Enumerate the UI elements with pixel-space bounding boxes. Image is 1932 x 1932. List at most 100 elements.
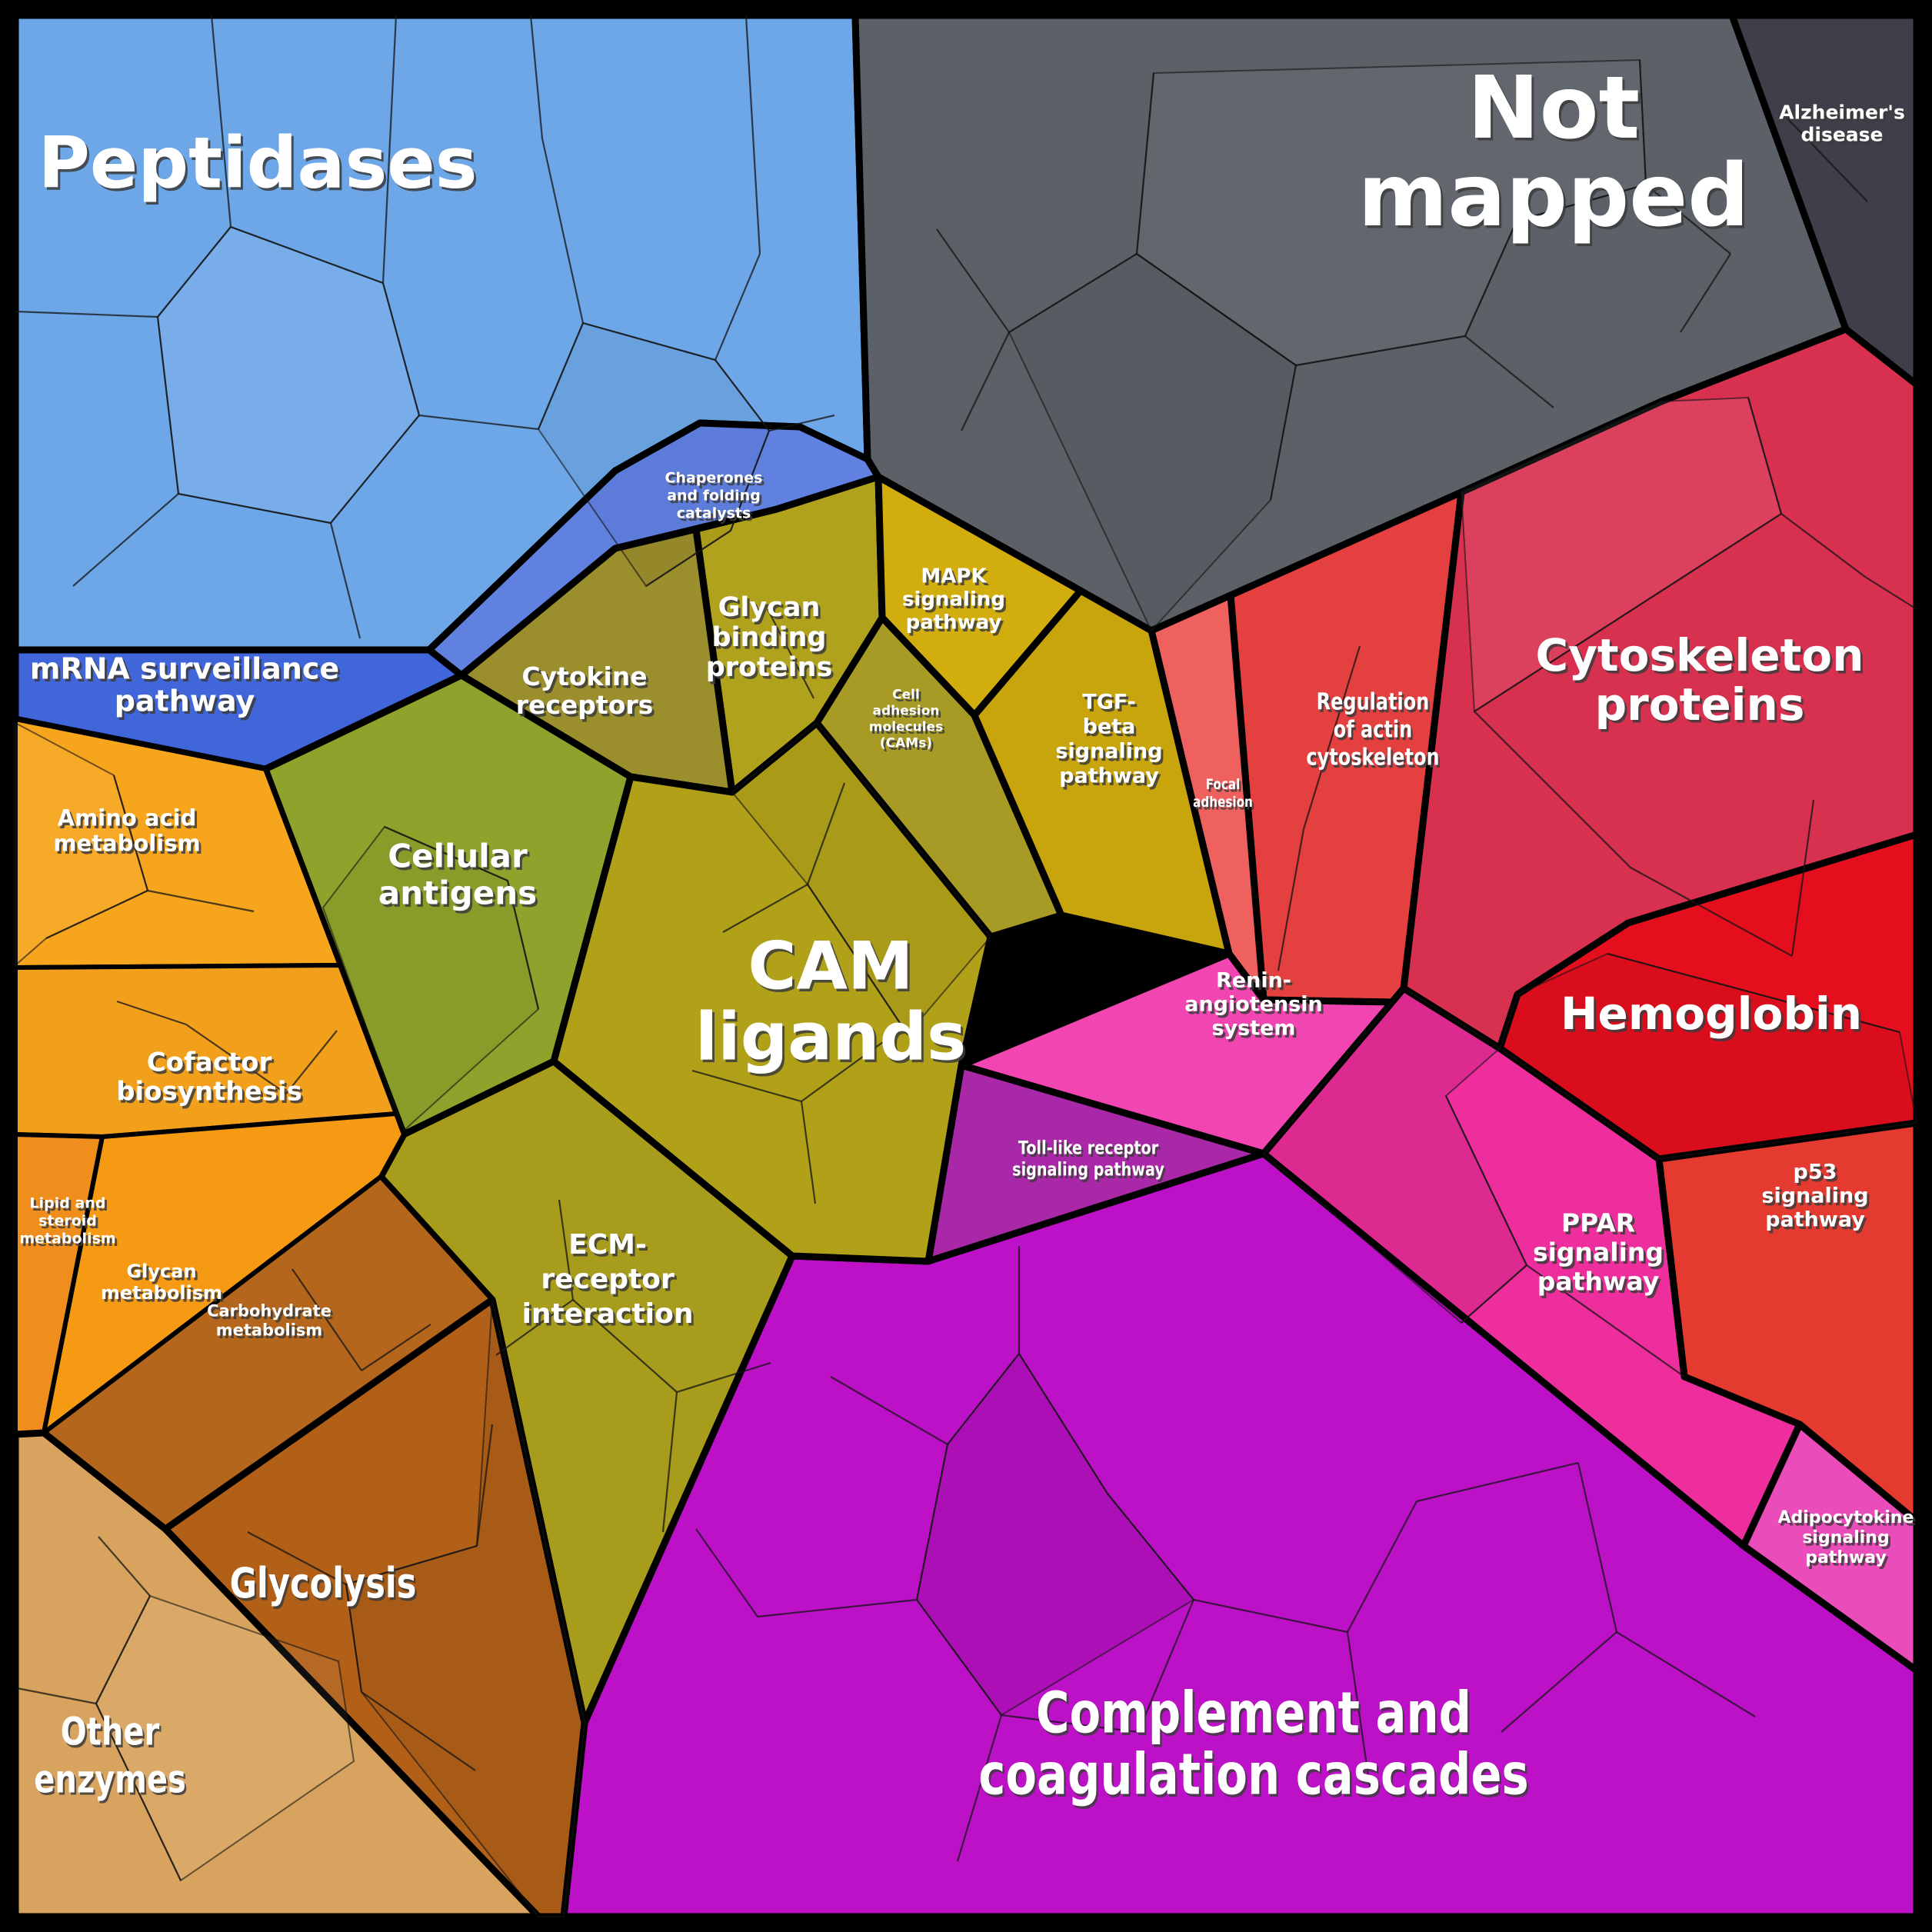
cell-edge-glycolysis bbox=[475, 1424, 494, 1547]
label-shadow-cams-2: molecules bbox=[871, 722, 945, 738]
label-shadow-cellular-antigens-0: Cellular bbox=[390, 840, 530, 878]
label-shadow-cytoskeleton-proteins-1: proteins bbox=[1597, 681, 1807, 734]
label-renin-angiotensin: Renin-Renin-angiotensinangiotensinsystem… bbox=[1184, 969, 1325, 1044]
region-glycan-metabolism[interactable] bbox=[42, 1111, 406, 1435]
cell-edge-complement-coagulation bbox=[1416, 1461, 1579, 1503]
cell-shade-cam-ligands bbox=[731, 721, 992, 1036]
region-other-enzymes[interactable] bbox=[12, 1429, 542, 1920]
label-shadow-glycan-metabolism-0: Glycan bbox=[128, 1264, 198, 1285]
label-text-cam-ligands-0: CAM bbox=[748, 928, 913, 1004]
label-shadow-cam-ligands-1: ligands bbox=[698, 1001, 969, 1078]
label-text-toll-like-1: signaling pathway bbox=[1012, 1160, 1164, 1181]
label-shadow-cams-3: (CAMs) bbox=[882, 738, 934, 754]
cell-edge-complement-coagulation bbox=[1577, 1462, 1618, 1633]
cell-edge-cofactor-biosynthesis bbox=[285, 1030, 338, 1094]
label-text-complement-coagulation-0: Complement and bbox=[1036, 1680, 1471, 1746]
cell-edge-peptidases bbox=[230, 225, 384, 285]
cell-edge-peptidases bbox=[418, 414, 539, 431]
label-text-renin-angiotensin-2: system bbox=[1211, 1017, 1295, 1041]
cell-edge-complement-coagulation bbox=[1616, 1631, 1756, 1717]
cell-edge-complement-coagulation bbox=[757, 1598, 918, 1618]
label-shadow-toll-like-0: Toll-like receptor bbox=[1020, 1141, 1161, 1162]
label-text-adipocytokine-2: pathway bbox=[1805, 1548, 1887, 1567]
label-text-cofactor-biosynthesis-0: Cofactor bbox=[147, 1048, 272, 1078]
label-text-ecm-receptor-1: receptor bbox=[541, 1264, 675, 1295]
label-text-ppar-signaling-0: PPAR bbox=[1561, 1208, 1635, 1238]
cell-edge-not-mapped bbox=[1464, 220, 1518, 337]
label-shadow-tgf-beta-1: beta bbox=[1085, 718, 1138, 741]
label-shadow-ppar-signaling-2: pathway bbox=[1540, 1269, 1661, 1299]
label-text-ppar-signaling-2: pathway bbox=[1537, 1267, 1659, 1297]
label-shadow-ecm-receptor-0: ECM- bbox=[571, 1232, 649, 1264]
label-text-chaperones-0: Chaperones bbox=[665, 470, 763, 487]
cell-edge-peptidases bbox=[330, 415, 420, 524]
cell-edge-ppar-signaling bbox=[1445, 1095, 1527, 1266]
label-cams: CellCelladhesionadhesionmoleculesmolecul… bbox=[869, 688, 945, 754]
label-shadow-renin-angiotensin-0: Renin- bbox=[1218, 971, 1294, 995]
label-text-regulation-actin-2: cytoskeleton bbox=[1306, 744, 1439, 771]
cell-edge-other-enzymes bbox=[95, 1703, 182, 1881]
cell-edge-not-mapped bbox=[1295, 335, 1466, 367]
cell-edge-cellular-antigens bbox=[506, 880, 540, 1010]
label-shadow-ecm-receptor-1: receptor bbox=[543, 1267, 677, 1298]
cell-edge-cytoskeleton-proteins bbox=[1864, 576, 1917, 610]
label-shadow-cam-ligands-0: CAM bbox=[750, 931, 915, 1008]
cell-edge-complement-coagulation bbox=[1193, 1598, 1348, 1634]
label-text-focal-adhesion-1: adhesion bbox=[1193, 794, 1253, 811]
cell-edge-cam-ligands bbox=[806, 782, 846, 885]
cell-edge-other-enzymes bbox=[95, 1595, 151, 1704]
cell-edge-peptidases bbox=[768, 414, 835, 432]
cell-edge-glycan-binding bbox=[767, 608, 814, 699]
cell-edge-cam-ligands bbox=[807, 884, 908, 1035]
label-shadow-ppar-signaling-0: PPAR bbox=[1564, 1211, 1637, 1241]
cell-edge-complement-coagulation bbox=[947, 1353, 1020, 1445]
label-shadow-carbohydrate-metabolism-0: Carbohydrate bbox=[209, 1304, 334, 1323]
label-text-ecm-receptor-0: ECM- bbox=[568, 1229, 647, 1261]
cell-edge-ecm-receptor bbox=[661, 1391, 678, 1533]
label-shadow-peptidases-0: Peptidases bbox=[40, 125, 479, 207]
label-shadow-carbohydrate-metabolism-1: metabolism bbox=[218, 1324, 325, 1342]
label-text-cellular-antigens-0: Cellular bbox=[388, 838, 528, 875]
label-shadow-renin-angiotensin-1: angiotensin bbox=[1187, 995, 1325, 1019]
region-cams[interactable] bbox=[813, 614, 1065, 941]
cell-edge-carbohydrate-metabolism bbox=[361, 1324, 431, 1371]
label-text-tgf-beta-2: signaling bbox=[1055, 740, 1162, 764]
cell-edge-peptidases bbox=[156, 316, 180, 495]
label-text-glycan-binding-2: proteins bbox=[706, 652, 833, 683]
label-text-tgf-beta-0: TGF- bbox=[1082, 691, 1135, 715]
label-text-cam-ligands-1: ligands bbox=[695, 998, 967, 1075]
label-text-not-mapped-1: mapped bbox=[1358, 146, 1750, 246]
label-text-cofactor-biosynthesis-1: biosynthesis bbox=[116, 1077, 302, 1108]
label-shadow-glycan-binding-0: Glycan bbox=[721, 595, 823, 626]
label-text-other-enzymes-1: enzymes bbox=[34, 1757, 186, 1802]
label-shadow-regulation-actin-2: cytoskeleton bbox=[1308, 747, 1441, 773]
label-text-cytokine-receptors-0: Cytokine bbox=[521, 661, 647, 691]
label-text-other-enzymes-0: Other bbox=[61, 1709, 160, 1754]
region-tgf-beta[interactable] bbox=[971, 587, 1233, 958]
label-text-cams-2: molecules bbox=[869, 720, 943, 735]
label-shadow-lipid-steroid-metabolism-2: metabolism bbox=[22, 1233, 118, 1250]
cell-edge-not-mapped bbox=[1008, 253, 1138, 333]
cell-edge-peptidases bbox=[157, 226, 232, 318]
label-text-focal-adhesion-0: Focal bbox=[1206, 776, 1241, 793]
cell-edge-peptidases bbox=[178, 492, 331, 525]
label-shadow-mapk-signaling-2: pathway bbox=[908, 614, 1004, 637]
cell-edge-peptidases bbox=[72, 493, 179, 587]
label-ecm-receptor: ECM-ECM-receptorreceptorinteractioninter… bbox=[522, 1229, 696, 1333]
label-shadow-cams-1: adhesion bbox=[874, 706, 941, 721]
cell-edge-peptidases bbox=[15, 310, 158, 318]
cell-edge-peptidases bbox=[381, 282, 421, 416]
label-text-glycolysis-0: Glycolysis bbox=[230, 1559, 417, 1607]
label-shadow-focal-adhesion-1: adhesion bbox=[1195, 797, 1255, 814]
